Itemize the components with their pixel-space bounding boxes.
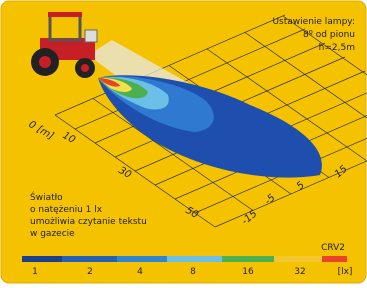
- setting-line: 8º od pionu: [303, 30, 355, 40]
- diagram: Ustawienie lampy: 8º od pionu h=2,5m 0 […: [0, 0, 367, 284]
- scale-label: 16: [242, 267, 254, 277]
- scale-label: [lx]: [338, 267, 353, 277]
- scale-label: 32: [294, 267, 305, 277]
- scale-label: 4: [137, 267, 143, 277]
- scale-label: 8: [190, 267, 196, 277]
- note-line: umożliwia czytanie tekstu: [30, 217, 147, 227]
- scale-label: 2: [87, 267, 93, 277]
- color-scale: [22, 256, 347, 262]
- note-line: w gazecie: [30, 229, 75, 239]
- note-line: o natężeniu 1 lx: [30, 205, 103, 215]
- lamp-name: CRV2: [321, 243, 345, 253]
- setting-line: Ustawienie lampy:: [272, 17, 355, 27]
- note-line: Światło: [30, 191, 63, 203]
- setting-line: h=2,5m: [319, 43, 355, 53]
- scale-label: 1: [32, 267, 38, 277]
